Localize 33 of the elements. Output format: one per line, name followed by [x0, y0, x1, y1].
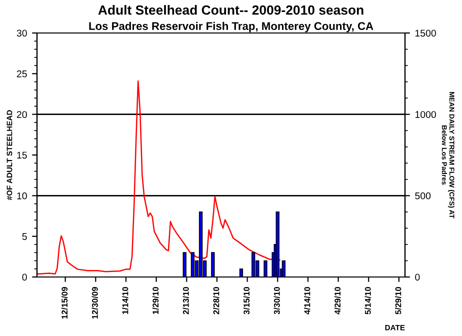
bar	[264, 260, 268, 277]
x-tick-label: 12/15/09	[61, 287, 68, 319]
chart-title: Adult Steelhead Count-- 2009-2010 season	[98, 5, 364, 15]
bar	[282, 260, 286, 277]
x-tick-label: 1/29/10	[152, 287, 159, 314]
bar	[198, 212, 203, 277]
y-tick-label: 5	[22, 233, 27, 240]
y-tick-label: 0	[22, 274, 27, 281]
y2-tick-label: 1500	[415, 30, 436, 37]
x-tick-label: 2/28/10	[213, 287, 220, 314]
x-tick-label: 2/13/10	[182, 287, 189, 314]
x-tick-label: 12/30/09	[92, 287, 98, 319]
y-tick-label: 15	[17, 152, 27, 159]
x-tick-label: 3/15/10	[243, 287, 250, 314]
y2-tick-label: 0	[415, 274, 420, 281]
x-tick-label: 3/30/10	[274, 287, 280, 314]
y2-tick-label: 500	[415, 192, 431, 200]
y-tick-label: 25	[16, 70, 27, 78]
line-series	[37, 80, 280, 275]
bar	[252, 252, 256, 277]
chart-subtitle: Los Padres Reservoir Fish Trap, Monterey County, CA	[89, 22, 374, 32]
y2-tick-label: 1000	[415, 111, 436, 118]
bar	[239, 268, 244, 277]
x-tick-label: 1/14/10	[122, 287, 128, 314]
y-tick-label: 10	[17, 192, 27, 200]
y-tick-label: 30	[16, 30, 27, 37]
bar	[190, 252, 195, 277]
x-tick-label: 4/29/10	[334, 287, 341, 314]
y-tick-label: 20	[16, 111, 27, 118]
x-tick-label: 4/14/10	[304, 287, 310, 314]
x-tick-label: 5/14/10	[364, 287, 371, 314]
x-tick-label: 5/29/10	[395, 287, 402, 314]
bar	[211, 252, 215, 277]
